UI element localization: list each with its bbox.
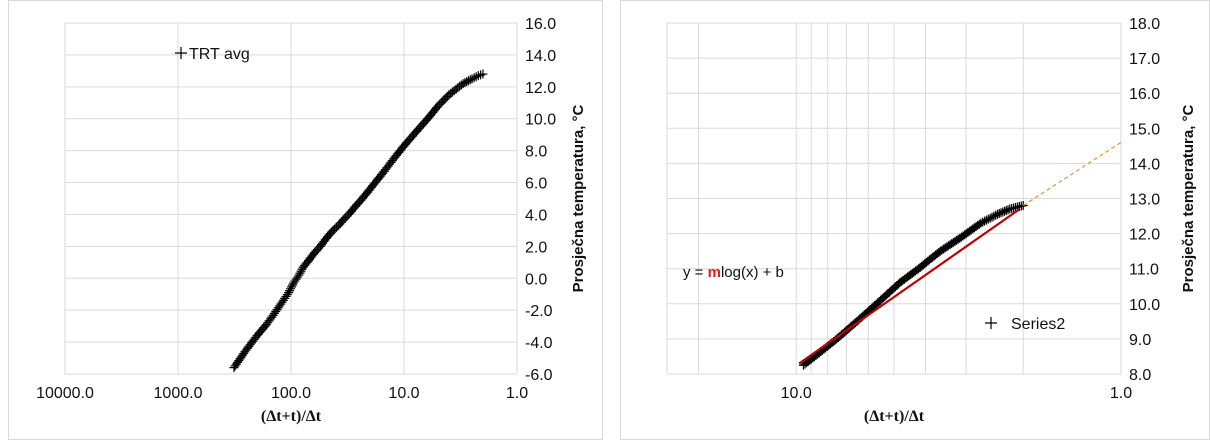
y-tick-label: 18.0 [1129,16,1160,33]
data-point [1003,205,1013,215]
legend-label: TRT avg [189,46,250,63]
y-tick-label: 2.0 [525,239,547,256]
equation-suffix: log(x) + b [721,264,784,281]
legend-marker [175,47,187,59]
data-point [294,270,304,280]
x-tick-label: 10000.0 [36,385,94,402]
y-tick-label: 0.0 [525,271,547,288]
data-point [980,216,990,226]
y-axis-title: Prosječna temperatura, °C [1180,104,1197,292]
forecast-line [1022,141,1122,207]
data-point [976,218,986,228]
data-point [284,288,294,298]
data-point [287,282,297,292]
y-tick-label: 14.0 [525,48,556,65]
y-tick-label: 4.0 [525,207,547,224]
data-point [296,266,306,276]
x-tick-label: 10.0 [388,385,419,402]
y-tick-label: 10.0 [525,112,556,129]
y-tick-label: 6.0 [525,176,547,193]
trendline [798,208,1021,365]
y-tick-label: 9.0 [1129,332,1151,349]
data-point [467,74,477,84]
data-point [285,286,295,296]
data-point [989,211,999,221]
data-point [282,290,292,300]
y-tick-label: 11.0 [1129,262,1159,279]
y-tick-label: -6.0 [525,367,553,384]
data-point [288,280,298,290]
legend-marker [985,317,997,329]
equation-prefix: y = [683,264,708,281]
y-tick-label: 8.0 [1129,367,1151,384]
x-tick-label: 1.0 [506,385,528,402]
data-point [1018,201,1028,211]
equation-coefficient: m [708,264,721,281]
y-tick-label: 14.0 [1129,156,1160,173]
data-point [471,72,481,82]
data-point [476,70,486,80]
data-point [987,212,997,222]
series-1-points [798,201,1028,370]
chart-left-svg: -6.0 -4.0 -2.0 0.0 2.0 4.0 6.0 8.0 10.0 12.0 14.0 1… [36,16,587,425]
y-tick-label: 16.0 [1129,86,1160,103]
y-tick-label: 8.0 [525,144,547,161]
y-tick-label: 17.0 [1129,51,1160,68]
data-point [286,284,296,294]
x-tick-label: 1000.0 [154,385,203,402]
series-0-points [229,69,488,373]
x-axis-title: (Δt+t)/Δt [864,408,925,425]
x-axis-title: (Δt+t)/Δt [261,408,322,425]
data-point [478,69,488,79]
y-tick-label: -2.0 [525,303,553,320]
data-point [983,214,993,224]
y-tick-label: -4.0 [525,335,553,352]
y-tick-label: 10.0 [1129,297,1160,314]
chart-left: -6.0 -4.0 -2.0 0.0 2.0 4.0 6.0 8.0 10.0 12.0 14.0 1… [8,0,603,440]
data-point [295,268,305,278]
data-point [473,71,483,81]
data-point [465,75,475,85]
trendline-equation: y = mlog(x) + b [683,264,784,281]
y-tick-label: 12.0 [525,80,556,97]
data-point [981,215,991,225]
y-tick-label: 15.0 [1129,121,1160,138]
y-tick-label: 12.0 [1129,227,1160,244]
data-point [469,73,479,83]
y-axis-title: Prosječna temperatura, °C [570,104,587,292]
data-point [985,213,995,223]
legend-label: Series2 [1011,316,1065,333]
y-tick-label: 16.0 [525,16,556,33]
x-tick-label: 10.0 [781,385,812,402]
data-point [978,217,988,227]
y-tick-label: 13.0 [1129,192,1160,209]
x-tick-label: 1.0 [1110,385,1132,402]
chart-right: 8.0 9.0 10.0 11.0 12.0 13.0 14.0 15.0 16.0 17.0 18… [620,0,1210,440]
x-tick-label: 100.0 [271,385,311,402]
chart-right-svg: 8.0 9.0 10.0 11.0 12.0 13.0 14.0 15.0 16.0 17.0 18… [666,16,1197,425]
